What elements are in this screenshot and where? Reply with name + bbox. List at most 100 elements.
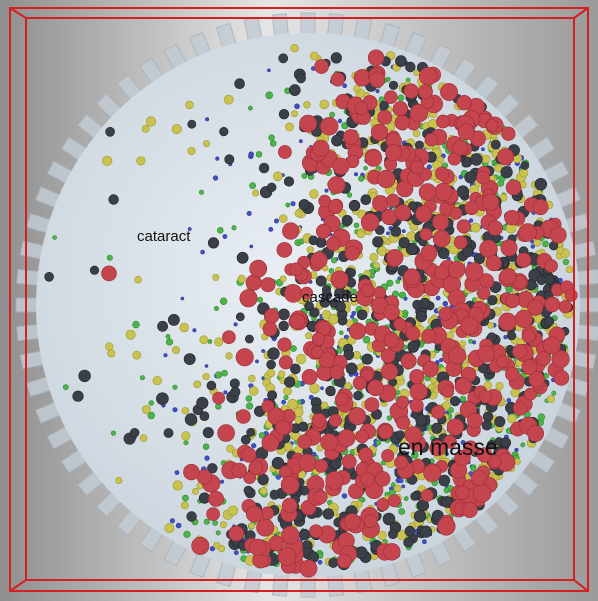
particle (278, 309, 289, 320)
particle (357, 230, 365, 238)
particle (237, 252, 248, 263)
particle (432, 214, 448, 230)
particle (436, 115, 449, 128)
particle (538, 414, 545, 421)
particle (278, 338, 292, 352)
particle (312, 405, 322, 415)
particle (543, 241, 549, 247)
particle (234, 551, 238, 555)
particle (343, 84, 347, 88)
particle (499, 313, 517, 331)
particle (323, 509, 334, 520)
particle (269, 227, 273, 231)
particle (205, 365, 208, 368)
particle (398, 95, 404, 101)
particle (482, 155, 490, 163)
particle (203, 427, 213, 437)
particle (259, 163, 269, 173)
particle (406, 327, 420, 341)
particle (357, 310, 367, 320)
particle (188, 147, 195, 154)
particle (267, 360, 276, 369)
particle (316, 276, 326, 286)
particle (220, 127, 229, 136)
particle (248, 375, 255, 382)
particle (251, 443, 256, 448)
particle (305, 332, 312, 339)
regime-label: cataract (137, 228, 191, 245)
particle (420, 228, 432, 240)
particle (402, 485, 405, 488)
particle (261, 278, 275, 292)
particle (300, 115, 317, 132)
particle (140, 376, 144, 380)
particle (135, 276, 142, 283)
particle (220, 298, 227, 305)
particle (393, 101, 408, 116)
particle (307, 246, 314, 253)
particle (384, 333, 399, 348)
particle (331, 53, 342, 64)
particle (182, 432, 191, 441)
particle (325, 189, 328, 192)
particle (419, 67, 437, 85)
particle (395, 115, 410, 130)
regime-label: en masse (398, 434, 498, 460)
particle (402, 230, 405, 233)
particle (388, 495, 400, 507)
particle (310, 525, 323, 538)
particle (184, 354, 195, 365)
particle (315, 60, 329, 74)
particle (455, 486, 469, 500)
particle (364, 166, 368, 170)
particle (381, 363, 398, 380)
particle (439, 358, 443, 362)
particle (153, 376, 162, 385)
particle (375, 471, 390, 486)
particle (321, 387, 324, 390)
particle (332, 135, 343, 146)
particle (531, 245, 535, 249)
particle (244, 486, 253, 495)
particle (224, 391, 227, 394)
particle (465, 172, 476, 183)
particle (216, 531, 220, 535)
particle (405, 62, 415, 72)
particle (262, 434, 279, 451)
particle (290, 314, 305, 329)
particle (356, 430, 369, 443)
particle (204, 519, 210, 525)
particle (213, 392, 225, 404)
particle (504, 335, 508, 339)
particle (236, 313, 244, 321)
particle (521, 443, 525, 447)
particle (250, 260, 267, 277)
particle (329, 414, 342, 427)
particle (321, 402, 328, 409)
particle (387, 280, 393, 286)
particle (137, 157, 146, 166)
particle (396, 56, 407, 67)
particle (454, 236, 467, 249)
particle (192, 537, 209, 554)
particle (331, 73, 345, 87)
particle (344, 382, 351, 389)
particle (291, 202, 295, 206)
particle (216, 404, 222, 410)
particle (339, 331, 343, 335)
particle (501, 166, 513, 178)
particle (217, 227, 223, 233)
particle (320, 100, 329, 109)
particle (218, 545, 224, 551)
particle (453, 140, 468, 155)
particle (318, 560, 322, 564)
particle (404, 84, 418, 98)
particle (194, 381, 201, 388)
particle (432, 423, 442, 433)
particle (425, 133, 438, 146)
particle (90, 266, 99, 275)
particle (184, 531, 191, 538)
particle (528, 300, 544, 316)
particle (279, 321, 289, 331)
particle (188, 120, 196, 128)
